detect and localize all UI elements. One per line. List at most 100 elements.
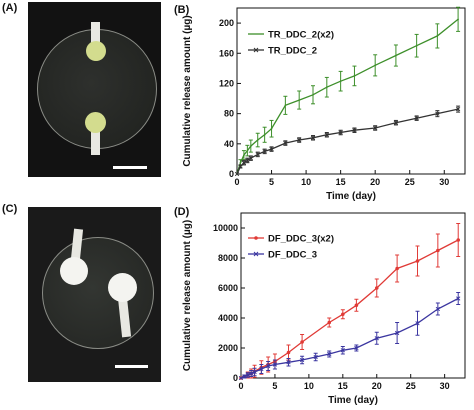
x-tick-label: 10: [304, 381, 314, 391]
x-axis-label: Time (day): [326, 191, 376, 202]
plot-frame: [240, 212, 466, 379]
data-point: [245, 158, 250, 163]
y-tick-label: 10000: [213, 223, 238, 233]
data-point: [435, 111, 440, 116]
data-point: [324, 132, 329, 137]
data-point: [415, 44, 418, 47]
data-point: [326, 86, 328, 89]
x-tick-label: 5: [272, 381, 277, 391]
data-point: [259, 366, 264, 372]
data-point: [354, 345, 359, 351]
data-point: [373, 125, 378, 131]
data-point: [298, 99, 300, 101]
chart-b: 0 5 10 15 20 25 30 0 40 80 120 160 200 Time (day) Cumu…: [182, 6, 466, 202]
x-tick-label: 30: [440, 381, 450, 391]
data-point: [270, 127, 273, 130]
legend-label: DF_DDC_3(x2): [268, 234, 334, 245]
data-point: [456, 238, 461, 242]
data-point: [353, 75, 356, 77]
data-point: [415, 259, 420, 263]
data-point: [457, 18, 459, 21]
x-tick-label: 15: [336, 177, 346, 187]
y-tick-label: 0: [233, 373, 238, 383]
data-point: [327, 351, 332, 357]
series-2: [234, 105, 461, 177]
y-tick-label: 8000: [218, 253, 238, 263]
data-point: [239, 161, 242, 164]
data-point: [436, 35, 439, 37]
data-point: [250, 145, 252, 147]
data-point: [299, 357, 305, 363]
legend-marker: [254, 236, 258, 240]
electrode-strip-bottom: [91, 122, 100, 155]
film-disc: [42, 237, 154, 349]
data-point: [341, 312, 345, 317]
data-point: [352, 128, 357, 133]
x-tick-label: 20: [370, 177, 380, 187]
data-point: [455, 106, 461, 112]
series-line: [240, 239, 459, 379]
x-tick-label: 30: [439, 177, 449, 187]
y-axis-label: Cumulative release amount (µg): [182, 220, 193, 371]
data-point: [395, 54, 397, 57]
data-point: [249, 371, 254, 376]
data-point: [339, 80, 342, 82]
x-tick-label: 15: [338, 381, 348, 391]
data-point: [238, 164, 243, 169]
data-point: [300, 340, 304, 344]
data-point: [242, 374, 247, 379]
y-tick-label: 6000: [218, 283, 238, 293]
series-1: [239, 223, 461, 380]
data-point: [374, 64, 376, 67]
data-point: [327, 320, 332, 325]
chart-d: 0 5 10 15 20 25 30 0 2000 4000 6000 8000 10000 Time (…: [182, 212, 466, 406]
data-point: [338, 130, 343, 135]
x-tick-label: 25: [406, 381, 416, 391]
data-point: [456, 296, 461, 301]
data-point: [263, 133, 266, 136]
data-point: [414, 116, 419, 121]
data-point: [340, 348, 345, 353]
data-point: [256, 139, 259, 141]
legend-marker: [253, 251, 259, 257]
legend-label: TR_DDC_2(x2): [268, 30, 334, 41]
panel-label-d: (D): [174, 206, 190, 218]
x-axis-label: Time (day): [328, 395, 378, 406]
data-point: [243, 154, 245, 156]
y-tick-label: 4000: [218, 313, 238, 323]
data-point: [374, 336, 379, 341]
x-tick-label: 0: [234, 177, 239, 187]
plot-frame: [236, 7, 466, 175]
data-point: [436, 248, 440, 253]
y-tick-label: 120: [219, 78, 234, 88]
data-point: [394, 330, 400, 336]
data-point: [262, 149, 267, 154]
data-point: [234, 171, 240, 177]
data-point: [272, 362, 278, 367]
data-point: [313, 354, 318, 360]
data-point: [265, 363, 271, 369]
panel-label-a: (A): [2, 2, 18, 14]
scale-bar: [113, 166, 147, 169]
data-point: [354, 303, 359, 308]
x-tick-label: 10: [301, 177, 311, 187]
y-axis-label: Cumulative release amount (µg): [182, 15, 193, 166]
x-tick-label: 5: [269, 177, 274, 187]
data-point: [269, 146, 274, 152]
data-point: [286, 350, 291, 355]
drug-dot-top: [60, 257, 88, 285]
data-point: [415, 321, 420, 326]
drug-dot-bottom: [85, 112, 106, 133]
data-point: [255, 152, 260, 157]
y-tick-label: 0: [229, 169, 234, 179]
y-tick-label: 2000: [218, 343, 238, 353]
electrode-strip-top: [91, 22, 100, 54]
data-point: [435, 306, 441, 312]
data-point: [241, 160, 247, 165]
y-tick-label: 80: [224, 109, 234, 119]
y-tick-label: 160: [219, 48, 234, 58]
photo-a: [28, 2, 161, 177]
y-tick-label: 40: [224, 139, 234, 149]
data-point: [284, 104, 287, 107]
x-tick-label: 0: [238, 381, 243, 391]
